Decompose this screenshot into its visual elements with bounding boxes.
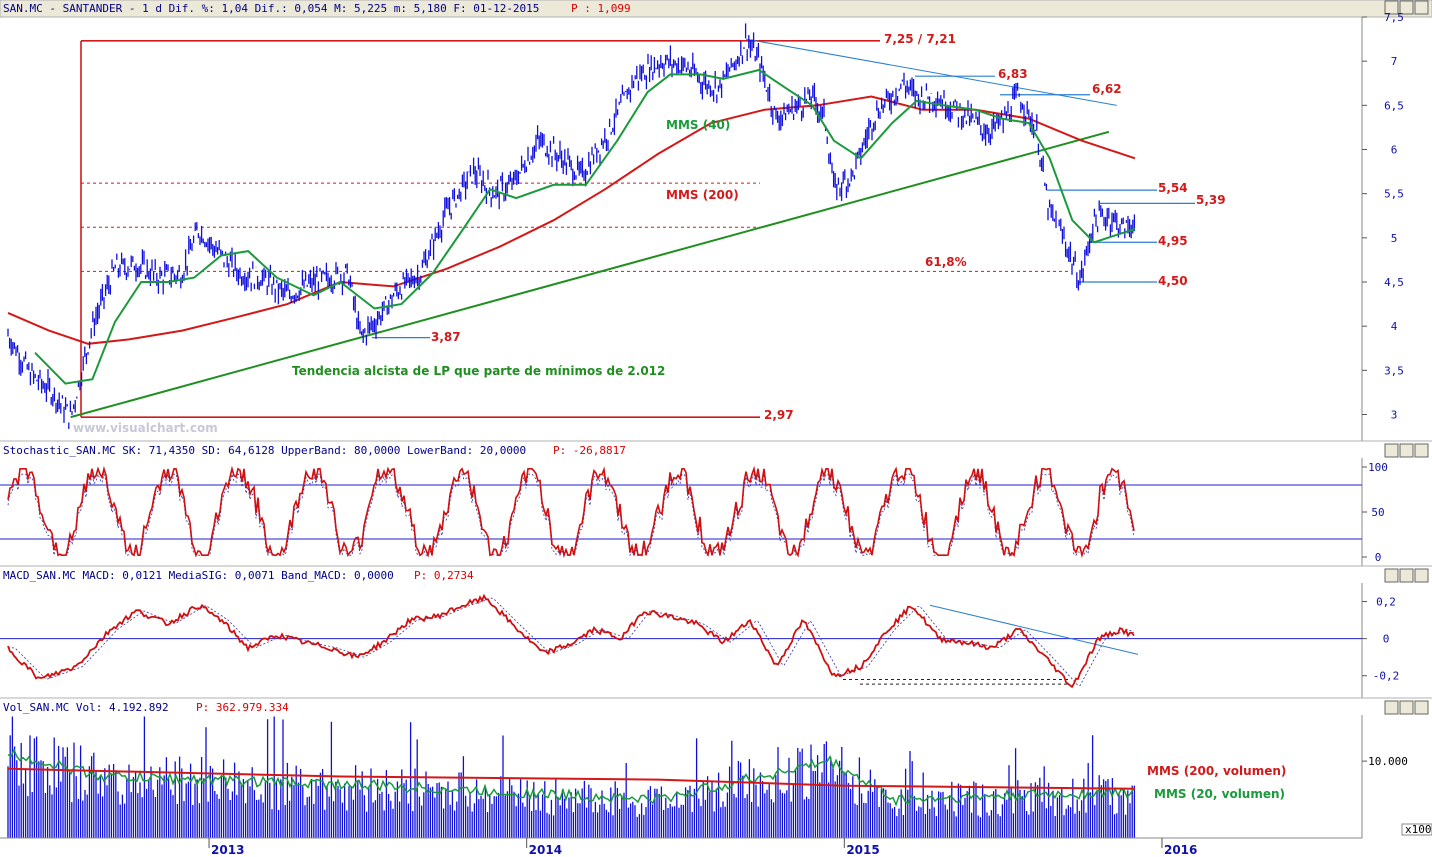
x-tick-label: 2014 [529, 843, 562, 857]
price-header-bar [0, 0, 1432, 17]
stoch-close-button[interactable] [1414, 443, 1429, 458]
price-plot [7, 23, 1195, 429]
level-label-554: 5,54 [1158, 181, 1188, 195]
level-label-top: 7,25 / 7,21 [884, 32, 956, 46]
stoch-minimize-button[interactable] [1384, 443, 1399, 458]
volume-panel: Vol_SAN.MC Vol: 4.192.892 P: 362.979.334… [0, 697, 1432, 838]
macd-y-tick-label: -0,2 [1373, 670, 1400, 683]
stoch-header-text: Stochastic_SAN.MC SK: 71,4350 SD: 64,612… [3, 444, 526, 457]
trend-label: Tendencia alcista de LP que parte de mín… [292, 364, 665, 378]
macd-panel: MACD_SAN.MC MACD: 0,0121 MediaSIG: 0,007… [0, 565, 1432, 698]
stoch-y-tick-label: 100 [1368, 461, 1388, 474]
x-tick-label: 2016 [1164, 843, 1197, 857]
level-label-539: 5,39 [1196, 193, 1226, 207]
stoch-maximize-button[interactable] [1399, 443, 1414, 458]
price-y-ticks: 7,5 7 6,5 6 5,5 5 4,5 4 3,5 3 [1362, 11, 1404, 422]
volume-minimize-button[interactable] [1384, 700, 1399, 715]
price-header-border [0, 0, 1432, 18]
close-button[interactable] [1414, 0, 1429, 15]
price-y-tick-label: 3 [1391, 409, 1398, 422]
vol-mms20-label: MMS (20, volumen) [1154, 787, 1285, 801]
volume-y-ticks: 10.000 [1362, 755, 1408, 768]
price-y-tick-label: 7,5 [1384, 11, 1404, 24]
price-header-text: SAN.MC - SANTANDER - 1 d Dif. %: 1,04 Di… [3, 2, 539, 15]
volume-y-tick-label: 10.000 [1368, 755, 1408, 768]
level-label-662: 6,62 [1092, 82, 1122, 96]
vol-mms200-label: MMS (200, volumen) [1147, 764, 1286, 778]
volume-window-buttons[interactable] [1384, 700, 1429, 715]
mms40-label: MMS (40) [666, 118, 730, 132]
macd-header-p: P: 0,2734 [414, 569, 474, 582]
x-axis: 2013 2014 2015 2016 [0, 837, 1362, 857]
macd-maximize-button[interactable] [1399, 568, 1414, 583]
stoch-sk-line [7, 465, 1135, 559]
stoch-y-ticks: 100 50 0 [1362, 461, 1388, 564]
mms200-line [7, 95, 1136, 345]
level-label-495: 4,95 [1158, 234, 1188, 248]
price-window-buttons[interactable] [1384, 0, 1429, 15]
macd-window-buttons[interactable] [1384, 568, 1429, 583]
stoch-y-tick-label: 0 [1375, 551, 1382, 564]
macd-plot [0, 593, 1362, 689]
volume-mms200-line [7, 767, 1136, 790]
volume-header-text: Vol_SAN.MC Vol: 4.192.892 [3, 701, 169, 714]
volume-scale-box [1401, 823, 1432, 836]
macd-signal-line [8, 597, 1135, 687]
stoch-header-bar [0, 441, 1432, 458]
stoch-plot [0, 465, 1362, 559]
stoch-y-tick-label: 50 [1371, 506, 1384, 519]
price-y-tick-label: 3,5 [1384, 364, 1404, 377]
minimize-button[interactable] [1384, 0, 1399, 15]
volume-maximize-button[interactable] [1399, 700, 1414, 715]
macd-trendline [929, 604, 1139, 655]
level-label-683: 6,83 [998, 67, 1028, 81]
macd-y-ticks: 0,2 0 -0,2 [1362, 596, 1399, 683]
macd-close-button[interactable] [1414, 568, 1429, 583]
price-y-tick-label: 5 [1391, 232, 1398, 245]
watermark: www.visualchart.com [73, 421, 218, 435]
volume-mms20-line [7, 748, 1134, 807]
macd-line [7, 593, 1135, 689]
price-panel: SAN.MC - SANTANDER - 1 d Dif. %: 1,04 Di… [0, 0, 1432, 441]
macd-y-tick-label: 0,2 [1376, 596, 1396, 609]
price-y-tick-label: 5,5 [1384, 188, 1404, 201]
price-y-tick-label: 6,5 [1384, 99, 1404, 112]
maximize-button[interactable] [1399, 0, 1414, 15]
x-ticks: 2013 2014 2015 2016 [208, 838, 1197, 857]
stoch-window-buttons[interactable] [1384, 443, 1429, 458]
volume-header-p: P: 362.979.334 [196, 701, 289, 714]
stoch-header-p: P: -26,8817 [553, 444, 626, 457]
mms40-line [34, 68, 1136, 385]
macd-minimize-button[interactable] [1384, 568, 1399, 583]
macd-header-text: MACD_SAN.MC MACD: 0,0121 MediaSIG: 0,007… [3, 569, 394, 582]
volume-plot [7, 716, 1136, 838]
level-label-387: 3,87 [431, 330, 461, 344]
mms200-label: MMS (200) [666, 188, 739, 202]
trendline-down [745, 38, 1117, 106]
macd-header-bar [0, 566, 1432, 583]
level-label-297: 2,97 [764, 408, 794, 422]
x-tick-label: 2015 [846, 843, 879, 857]
x-tick-label: 2013 [211, 843, 244, 857]
macd-y-tick-label: 0 [1383, 633, 1390, 646]
fib-label: 61,8% [925, 255, 967, 269]
level-label-450: 4,50 [1158, 274, 1188, 288]
stochastic-panel: Stochastic_SAN.MC SK: 71,4350 SD: 64,612… [0, 440, 1432, 566]
price-header-p: P : 1,099 [571, 2, 631, 15]
price-y-tick-label: 7 [1391, 55, 1398, 68]
price-y-tick-label: 6 [1391, 144, 1398, 157]
volume-close-button[interactable] [1414, 700, 1429, 715]
trendline-up [70, 130, 1110, 419]
price-y-tick-label: 4,5 [1384, 276, 1404, 289]
volume-header-bar [0, 698, 1432, 715]
price-y-tick-label: 4 [1391, 320, 1398, 333]
volume-scale-label: x10000 [1405, 823, 1432, 836]
